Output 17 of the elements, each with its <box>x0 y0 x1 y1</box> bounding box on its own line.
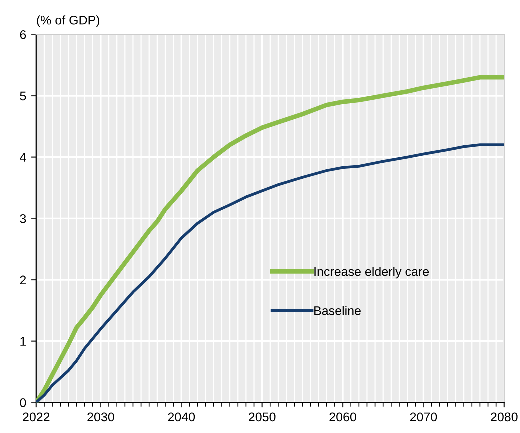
y-tick-label: 0 <box>20 398 26 408</box>
y-axis-title: (% of GDP) <box>37 16 100 28</box>
y-tick-label: 5 <box>20 92 26 101</box>
x-tick-label: 2080 <box>491 412 518 422</box>
x-tick-label: 2070 <box>410 412 438 422</box>
x-tick-label: 2040 <box>168 412 196 422</box>
x-tick-label: 2022 <box>23 412 50 422</box>
y-tick-label: 3 <box>20 214 26 224</box>
y-tick-label: 1 <box>20 337 26 346</box>
legend-label: Increase elderly care <box>314 267 430 279</box>
y-tick-label: 2 <box>20 276 26 285</box>
x-tick-label: 2050 <box>249 412 276 422</box>
x-tick-label: 2060 <box>330 412 356 422</box>
legend-label: Baseline <box>314 306 361 316</box>
y-tick-label: 6 <box>20 30 26 40</box>
y-tick-label: 4 <box>20 153 26 162</box>
x-tick-label: 2030 <box>88 412 114 422</box>
